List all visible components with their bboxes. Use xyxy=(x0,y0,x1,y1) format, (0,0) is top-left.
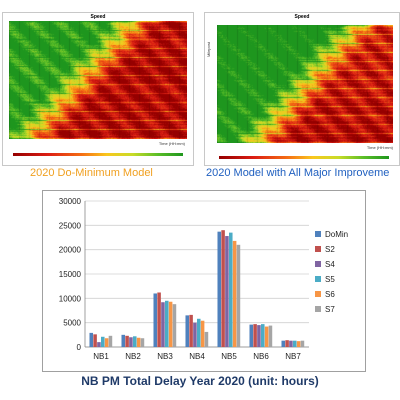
bar-nb1-s2 xyxy=(93,334,97,347)
bar-nb4-s4 xyxy=(193,322,197,347)
heatmap-xlabel: Time (HH:mm) xyxy=(158,141,185,146)
y-tick-label: 30000 xyxy=(59,197,82,206)
bar-nb1-s6 xyxy=(104,338,109,347)
bar-nb5-domin xyxy=(217,231,222,347)
caption-do-minimum: 2020 Do-Minimum Model xyxy=(30,167,153,179)
speed-colorbar xyxy=(13,153,183,156)
bar-nb5-s4 xyxy=(225,236,229,347)
bar-nb4-s6 xyxy=(200,320,205,347)
bar-nb5-s6 xyxy=(232,240,237,347)
bar-nb3-s5 xyxy=(165,300,169,347)
x-tick-label: NB3 xyxy=(157,352,173,361)
heatmap-ylabel: Milepost xyxy=(205,42,211,57)
y-tick-label: 25000 xyxy=(59,221,82,230)
bar-nb3-s7 xyxy=(172,304,177,347)
y-tick-label: 15000 xyxy=(59,270,82,279)
x-tick-label: NB7 xyxy=(285,352,301,361)
x-tick-label: NB1 xyxy=(93,352,109,361)
y-tick-label: 10000 xyxy=(59,294,82,303)
y-tick-label: 0 xyxy=(77,343,82,352)
legend-swatch-domin xyxy=(315,231,321,237)
bar-nb3-s6 xyxy=(168,301,173,347)
heatmap-panel-do-minimum: Speed Time (HH:mm) xyxy=(2,12,194,166)
bar-nb2-domin xyxy=(121,334,126,347)
y-tick-label: 5000 xyxy=(63,319,81,328)
bar-nb5-s2 xyxy=(221,230,225,347)
heatmap-title: Speed xyxy=(294,14,310,20)
legend-label-s6: S6 xyxy=(325,290,335,299)
delay-bar-chart: 0 5000 10000 15000 20000 25000 30000 NB1 NB2 NB3 N… xyxy=(59,197,348,361)
heatmap-title: Speed xyxy=(90,14,106,20)
bar-nb7-s5 xyxy=(293,340,297,347)
bar-nb4-domin xyxy=(185,315,190,347)
bar-nb4-s7 xyxy=(204,331,209,347)
legend-swatch-s5 xyxy=(315,276,321,282)
bar-nb6-s6 xyxy=(264,326,269,347)
bar-nb1-domin xyxy=(89,332,94,347)
bar-nb2-s7 xyxy=(140,338,145,347)
bar-nb3-domin xyxy=(153,293,158,347)
legend-swatch-s4 xyxy=(315,261,321,267)
x-tick-label: NB5 xyxy=(221,352,237,361)
x-tick-label: NB2 xyxy=(125,352,141,361)
y-tick-label: 20000 xyxy=(59,246,82,255)
bar-nb7-s7 xyxy=(300,340,305,347)
bar-nb2-s2 xyxy=(125,335,129,347)
legend-label-s2: S2 xyxy=(325,245,335,254)
bar-nb7-s4 xyxy=(289,340,293,347)
bar-nb1-s4 xyxy=(97,342,101,347)
bar-nb4-s2 xyxy=(189,314,193,347)
bar-nb7-domin xyxy=(281,340,286,347)
legend-label-s5: S5 xyxy=(325,275,335,284)
bar-nb6-s5 xyxy=(261,324,265,347)
legend-swatch-s6 xyxy=(315,291,321,297)
chart-title: NB PM Total Delay Year 2020 (unit: hours… xyxy=(81,374,319,388)
bar-nb7-s2 xyxy=(285,340,289,347)
bar-nb6-s4 xyxy=(257,325,261,347)
legend-swatch-s7 xyxy=(315,306,321,312)
bar-nb2-s6 xyxy=(136,337,141,347)
x-tick-label: NB6 xyxy=(253,352,269,361)
bar-nb3-s2 xyxy=(157,292,161,347)
delay-bar-chart-frame: 0 5000 10000 15000 20000 25000 30000 NB1 NB2 NB3 N… xyxy=(42,190,366,372)
bar-nb6-s2 xyxy=(253,324,257,347)
bar-nb4-s5 xyxy=(197,318,201,347)
bar-nb3-s4 xyxy=(161,302,165,347)
speed-colorbar xyxy=(219,156,389,159)
bar-nb1-s7 xyxy=(108,335,113,347)
speed-heatmap-do-minimum xyxy=(9,21,187,139)
x-tick-label: NB4 xyxy=(189,352,205,361)
heatmap-panel-improvements: Speed Milepost Time (HH:mm) xyxy=(204,12,400,166)
bar-nb7-s6 xyxy=(296,341,301,347)
legend-label-s7: S7 xyxy=(325,305,335,314)
bar-nb6-s7 xyxy=(268,325,273,347)
legend-label-domin: DoMin xyxy=(325,230,348,239)
bar-nb2-s4 xyxy=(129,337,133,347)
legend-label-s4: S4 xyxy=(325,260,335,269)
bar-nb1-s5 xyxy=(101,336,105,347)
legend-swatch-s2 xyxy=(315,246,321,252)
heatmap-xlabel: Time (HH:mm) xyxy=(366,145,393,150)
bar-nb5-s5 xyxy=(229,232,233,347)
bar-nb2-s5 xyxy=(133,336,137,347)
bar-nb6-domin xyxy=(249,324,254,347)
caption-improvements: 2020 Model with All Major Improveme xyxy=(206,167,390,179)
speed-heatmap-improvements xyxy=(217,25,393,143)
bar-nb5-s7 xyxy=(236,244,241,347)
